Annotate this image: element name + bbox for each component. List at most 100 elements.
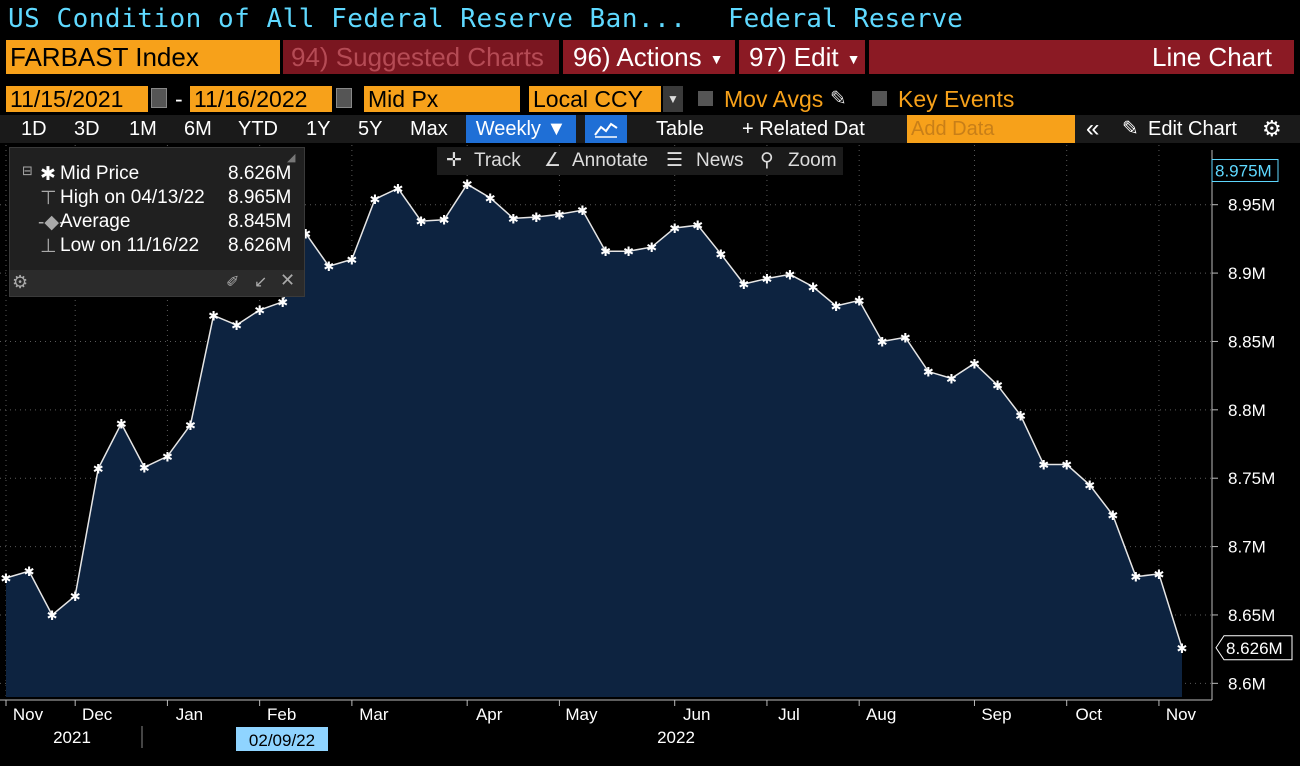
data-point: ✱ bbox=[393, 181, 404, 196]
collapse-icon[interactable]: « bbox=[1086, 115, 1100, 142]
x-tick-label: Nov bbox=[13, 705, 44, 724]
x-tick-label: Sep bbox=[981, 705, 1011, 724]
data-point: ✱ bbox=[485, 191, 496, 206]
data-point: ✱ bbox=[992, 378, 1003, 393]
end-date-input[interactable]: 11/16/2022 bbox=[190, 86, 332, 112]
suggested-charts-button[interactable]: 94) Suggested Charts bbox=[283, 40, 559, 74]
data-point: ✱ bbox=[139, 460, 150, 475]
edit-chart-button[interactable]: Edit Chart bbox=[1148, 118, 1237, 140]
data-point: ✱ bbox=[715, 247, 726, 262]
period-5y[interactable]: 5Y bbox=[358, 118, 383, 140]
data-point: ✱ bbox=[1061, 458, 1072, 473]
period-3d[interactable]: 3D bbox=[74, 118, 100, 140]
period-max[interactable]: Max bbox=[410, 118, 448, 140]
crosshair-icon[interactable]: ✛ bbox=[446, 150, 462, 171]
mov-avgs-label[interactable]: Mov Avgs bbox=[724, 86, 824, 112]
search-icon[interactable]: ⚲ bbox=[760, 150, 774, 171]
field-selector[interactable]: Mid Px bbox=[364, 86, 520, 112]
start-date-input[interactable]: 11/15/2021 bbox=[6, 86, 148, 112]
key-events-label[interactable]: Key Events bbox=[898, 86, 1015, 112]
chart-toolbar bbox=[437, 147, 843, 175]
data-point: ✱ bbox=[600, 244, 611, 259]
y-axis: 8.6M 8.65M 8.7M 8.75M 8.8M 8.85M 8.9M 8.95M 8.97… bbox=[1211, 150, 1293, 700]
data-point: ✱ bbox=[854, 293, 865, 308]
x-tick-label: Jan bbox=[176, 705, 203, 724]
data-point: ✱ bbox=[47, 608, 58, 623]
legend-value-low: 8.626M bbox=[228, 235, 292, 256]
x-tick-label: May bbox=[565, 705, 598, 724]
resize-handle-icon[interactable]: ◢ bbox=[287, 152, 296, 164]
news-icon[interactable]: ☰ bbox=[666, 150, 684, 171]
x-tick-label: Dec bbox=[82, 705, 113, 724]
data-point: ✱ bbox=[162, 449, 173, 464]
data-point: ✱ bbox=[1153, 567, 1164, 582]
minimize-icon[interactable]: ↙ bbox=[254, 274, 268, 291]
y-tick-label: 8.9M bbox=[1228, 264, 1266, 283]
key-events-checkbox[interactable] bbox=[872, 91, 887, 106]
zoom-button[interactable]: Zoom bbox=[788, 150, 837, 171]
period-1d[interactable]: 1D bbox=[21, 118, 47, 140]
mov-avgs-checkbox[interactable] bbox=[698, 91, 713, 106]
actions-menu[interactable]: 96) Actions ▼ bbox=[563, 40, 735, 74]
data-point: ✱ bbox=[185, 418, 196, 433]
chevron-down-icon: ▼ bbox=[846, 51, 861, 68]
gear-icon[interactable]: ⚙ bbox=[12, 272, 29, 292]
data-point: ✱ bbox=[692, 218, 703, 233]
y-tick-label: 8.95M bbox=[1228, 196, 1275, 215]
data-point: ✱ bbox=[738, 277, 749, 292]
gear-icon[interactable]: ⚙ bbox=[1262, 116, 1282, 141]
average-marker-icon: -◆- bbox=[38, 212, 66, 233]
table-button[interactable]: Table bbox=[656, 118, 704, 140]
close-icon[interactable]: ✕ bbox=[280, 270, 296, 290]
period-ytd[interactable]: YTD bbox=[238, 118, 278, 140]
pencil-icon[interactable]: ✎ bbox=[830, 88, 847, 110]
add-data-input[interactable]: Add Data bbox=[907, 115, 1075, 143]
frequency-selector[interactable]: Weekly ▼ bbox=[466, 115, 576, 143]
line-chart-icon[interactable] bbox=[585, 115, 627, 143]
annotate-icon[interactable]: ∠ bbox=[544, 150, 562, 171]
currency-dropdown-icon[interactable]: ▼ bbox=[663, 86, 683, 112]
data-point: ✱ bbox=[877, 334, 888, 349]
data-point: ✱ bbox=[277, 295, 288, 310]
period-6m[interactable]: 6M bbox=[184, 118, 212, 140]
price-markers: ✱ ✱ ✱ ✱ ✱ ✱ ✱ ✱ ✱ ✱ ✱ ✱ ✱ ✱ ✱ ✱ ✱ ✱ ✱ ✱ ✱ ✱ ✱ ✱ ✱ ✱ ✱ ✱ ✱ ✱ ✱ ✱ ✱ ✱ ✱ ✱ ✱ ✱ ✱ ✱… bbox=[1, 177, 1188, 656]
year-label: 2022 bbox=[657, 728, 695, 747]
last-value-label: 8.626M bbox=[1226, 639, 1283, 658]
currency-selector[interactable]: Local CCY bbox=[529, 86, 661, 112]
news-button[interactable]: News bbox=[696, 150, 744, 171]
legend-value-average: 8.845M bbox=[228, 211, 292, 232]
ticker-field[interactable]: FARBAST Index bbox=[6, 40, 280, 74]
track-button[interactable]: Track bbox=[474, 150, 521, 171]
collapse-box-icon[interactable]: ⊟ bbox=[22, 163, 33, 178]
y-tick-label: 8.8M bbox=[1228, 401, 1266, 420]
legend-label-mid: Mid Price bbox=[60, 163, 140, 184]
related-data-button[interactable]: + Related Dat bbox=[742, 118, 865, 140]
annotate-button[interactable]: Annotate bbox=[572, 150, 649, 171]
period-1y[interactable]: 1Y bbox=[306, 118, 331, 140]
data-point: ✱ bbox=[646, 240, 657, 255]
data-point: ✱ bbox=[93, 462, 104, 477]
y-tick-label: 8.7M bbox=[1228, 538, 1266, 557]
data-point: ✱ bbox=[369, 192, 380, 207]
pencil-icon[interactable]: ✎ bbox=[1122, 118, 1139, 140]
data-point: ✱ bbox=[208, 308, 219, 323]
calendar-icon[interactable] bbox=[151, 88, 167, 108]
edit-menu[interactable]: 97) Edit ▼ bbox=[739, 40, 865, 74]
x-tick-label: Nov bbox=[1166, 705, 1197, 724]
legend-value-mid: 8.626M bbox=[228, 163, 292, 184]
calendar-icon[interactable] bbox=[336, 88, 352, 108]
top-value-label: 8.975M bbox=[1215, 162, 1272, 181]
data-point: ✱ bbox=[577, 203, 588, 218]
price-area bbox=[6, 184, 1182, 697]
data-point: ✱ bbox=[70, 589, 81, 604]
data-point: ✱ bbox=[1107, 508, 1118, 523]
data-point: ✱ bbox=[1, 571, 12, 586]
data-point: ✱ bbox=[1084, 478, 1095, 493]
period-1m[interactable]: 1M bbox=[129, 118, 157, 140]
x-axis: Nov Dec Jan Feb Mar Apr May Jun Jul Aug Sep Oct Nov 2… bbox=[0, 699, 1212, 751]
chart-type-label: Line Chart bbox=[869, 40, 1294, 74]
pin-icon[interactable]: ✐ bbox=[226, 274, 240, 291]
data-point: ✱ bbox=[554, 207, 565, 222]
data-point: ✱ bbox=[1130, 570, 1141, 585]
